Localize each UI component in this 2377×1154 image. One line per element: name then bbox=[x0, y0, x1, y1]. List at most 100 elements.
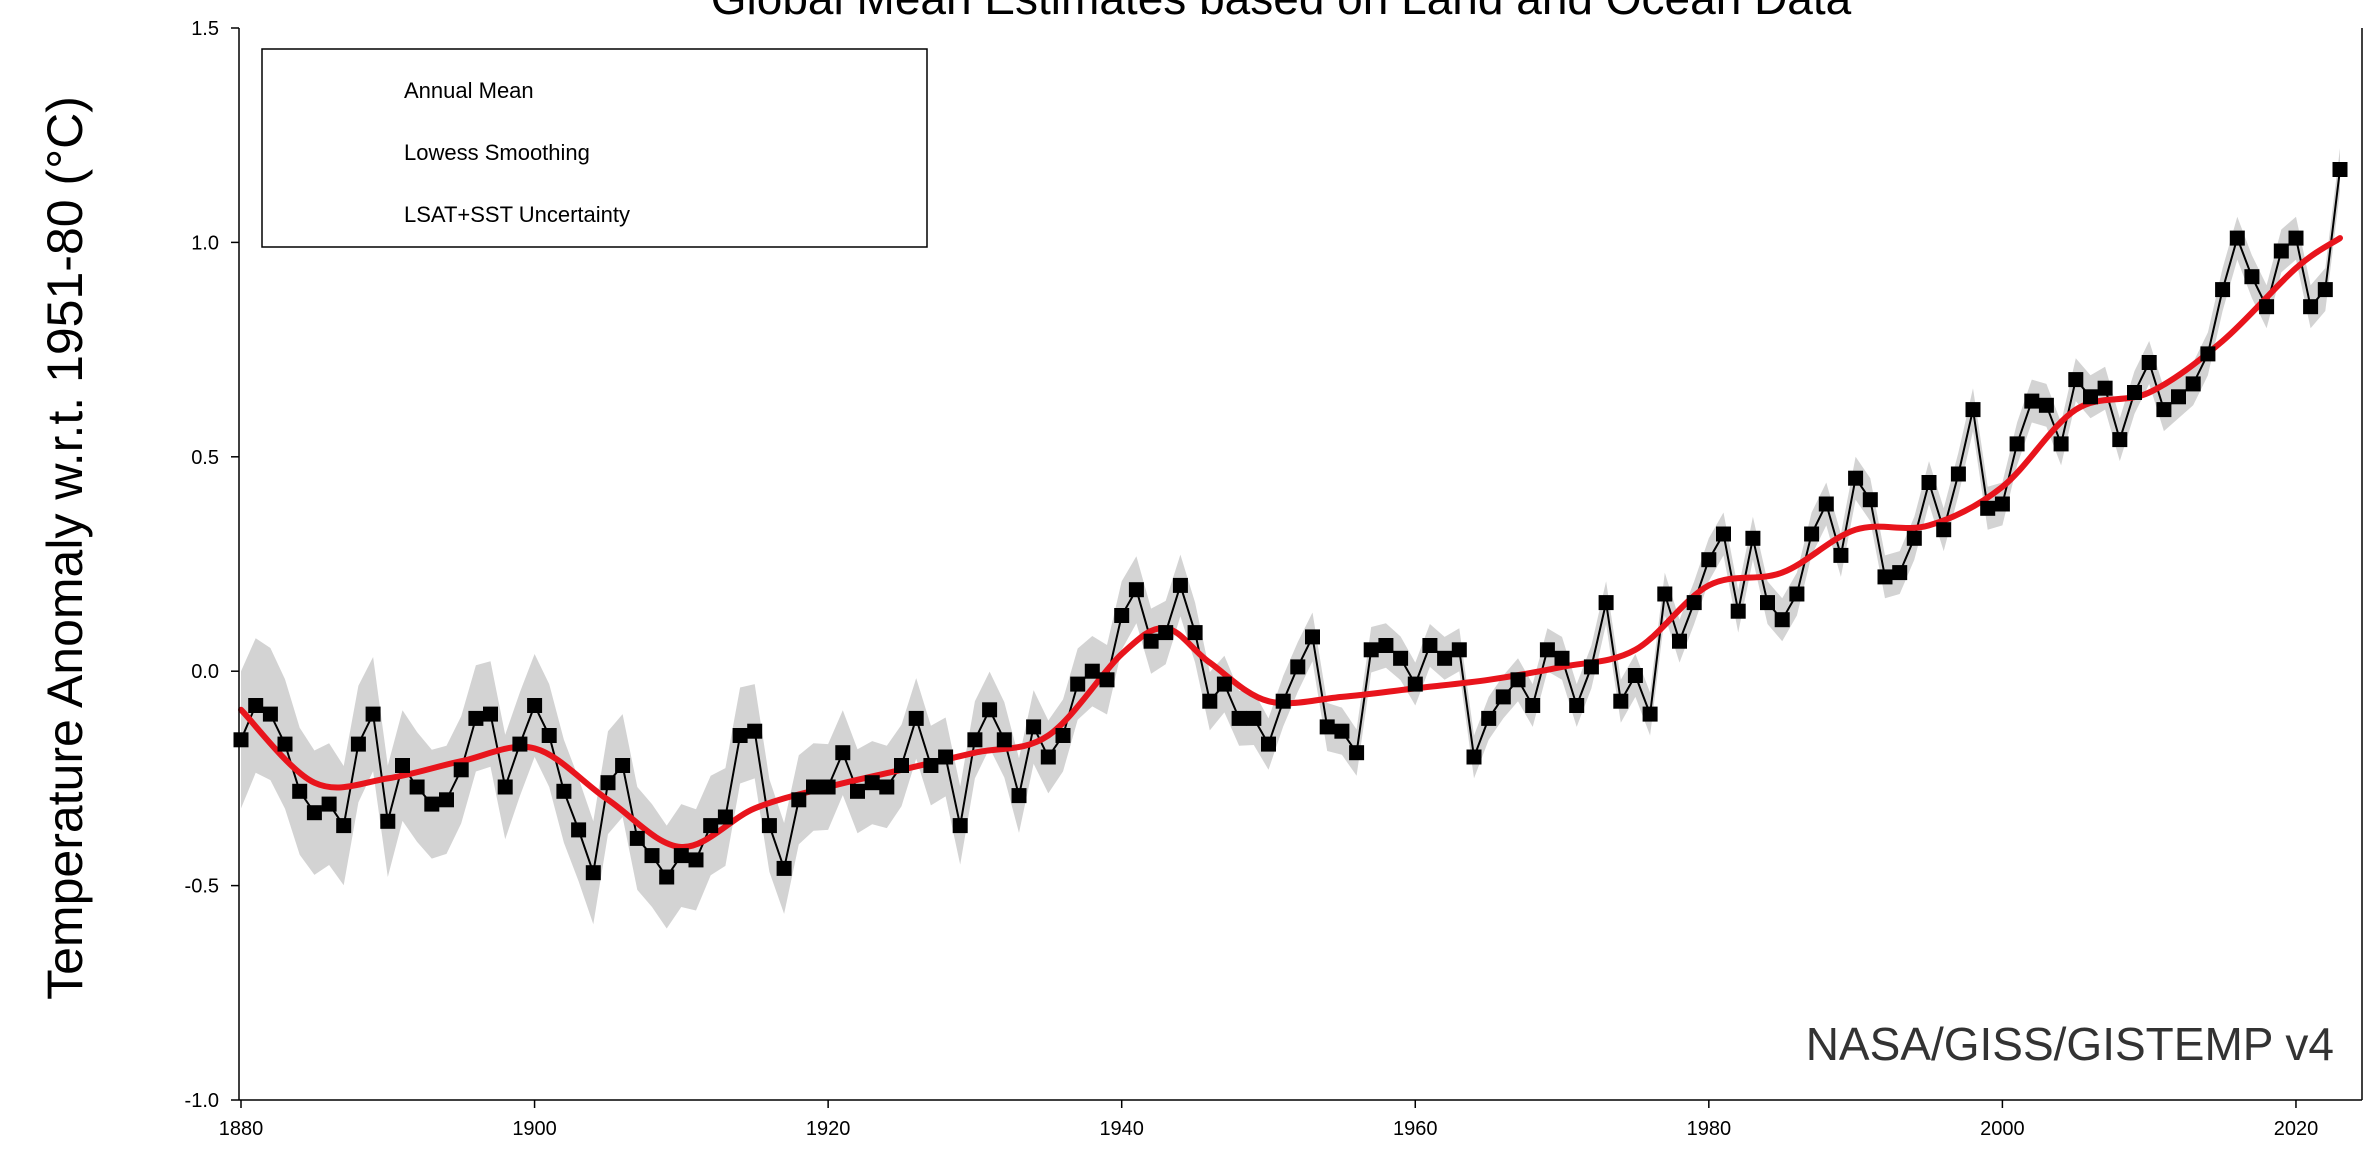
annual-mean-point bbox=[395, 758, 410, 773]
annual-mean-point bbox=[2053, 436, 2069, 452]
annual-mean-point bbox=[820, 779, 836, 795]
annual-mean-point bbox=[2083, 389, 2098, 405]
source-credit: NASA/GISS/GISTEMP v4 bbox=[1806, 1018, 2334, 1070]
annual-mean-point bbox=[2215, 282, 2231, 298]
annual-mean-point bbox=[1466, 749, 1482, 765]
annual-mean-point bbox=[1950, 466, 1966, 482]
annual-mean-point bbox=[1613, 693, 1629, 709]
annual-mean-point bbox=[1965, 402, 1981, 418]
annual-mean-point bbox=[1627, 668, 1643, 683]
annual-mean-point bbox=[1246, 710, 1262, 726]
y-tick-label: 0.5 bbox=[191, 447, 219, 469]
annual-mean-point bbox=[1393, 650, 1409, 666]
annual-mean-point bbox=[1906, 530, 1922, 546]
annual-mean-point bbox=[424, 796, 440, 812]
annual-mean-point bbox=[1407, 676, 1423, 692]
annual-mean-point bbox=[747, 723, 763, 739]
x-tick-layer: 1880 1900 1920 1940 1960 1980 2000 2020 bbox=[219, 1100, 2318, 1140]
annual-mean-point bbox=[2332, 162, 2348, 177]
annual-mean-point bbox=[1554, 650, 1570, 666]
annual-mean-point bbox=[512, 736, 528, 752]
annual-mean-point bbox=[1892, 565, 1908, 581]
uncertainty-band bbox=[241, 148, 2340, 929]
annual-mean-point bbox=[2317, 282, 2333, 298]
annual-mean-point bbox=[996, 732, 1012, 748]
annual-mean-point bbox=[2288, 230, 2304, 246]
annual-mean-point bbox=[1026, 719, 1042, 735]
annual-mean-point bbox=[1789, 586, 1805, 602]
annual-mean-point bbox=[967, 732, 983, 748]
annual-mean-point bbox=[1099, 672, 1115, 688]
annual-mean-point bbox=[1305, 629, 1320, 645]
annual-mean-point bbox=[2273, 243, 2289, 259]
annual-mean-point bbox=[1921, 475, 1937, 490]
annual-mean-point bbox=[541, 728, 557, 743]
annual-mean-point bbox=[1143, 633, 1159, 649]
annual-mean-point bbox=[615, 758, 631, 773]
annual-mean-point bbox=[1848, 470, 1864, 486]
axes-frame bbox=[238, 28, 2363, 1101]
annual-mean-point bbox=[585, 865, 601, 881]
annual-mean-point bbox=[2259, 299, 2275, 315]
annual-mean-point bbox=[1422, 638, 1438, 653]
x-tick-label: 1940 bbox=[1099, 1118, 1144, 1140]
annual-mean-point bbox=[409, 779, 425, 795]
annual-mean-point bbox=[233, 732, 249, 748]
x-tick-label: 1980 bbox=[1687, 1118, 1732, 1140]
legend-item-uncertainty: LSAT+SST Uncertainty bbox=[404, 202, 630, 227]
y-tick-label: 1.5 bbox=[191, 18, 219, 40]
annual-mean-point bbox=[2009, 436, 2025, 452]
annual-mean-point bbox=[717, 809, 733, 825]
annual-mean-point bbox=[1877, 569, 1893, 585]
annual-mean-point bbox=[439, 792, 454, 808]
x-tick-label: 1880 bbox=[219, 1118, 264, 1140]
annual-mean-point bbox=[2185, 376, 2201, 392]
annual-mean-point bbox=[1290, 659, 1306, 675]
annual-mean-point bbox=[483, 706, 498, 722]
annual-mean-point bbox=[1672, 633, 1687, 649]
legend: Annual Mean Lowess Smoothing LSAT+SST Un… bbox=[261, 48, 928, 248]
annual-mean-point bbox=[806, 779, 821, 795]
annual-mean-point bbox=[776, 860, 792, 876]
y-tick-layer: -1.0 -0.5 0.0 0.5 1.0 1.5 bbox=[185, 18, 239, 1112]
annual-mean-point bbox=[761, 818, 777, 834]
annual-mean-point bbox=[1011, 788, 1027, 804]
annual-mean-point bbox=[1686, 595, 1702, 611]
annual-mean-point bbox=[336, 818, 352, 834]
lowess-smoothing-line bbox=[238, 235, 2343, 850]
x-tick-label: 1920 bbox=[806, 1118, 851, 1140]
annual-mean-point bbox=[894, 758, 909, 773]
annual-mean-point bbox=[1760, 595, 1775, 611]
y-tick-label: 1.0 bbox=[191, 232, 219, 254]
annual-mean-point bbox=[306, 805, 322, 821]
annual-mean-point bbox=[1158, 625, 1174, 641]
annual-mean-point bbox=[1261, 736, 1276, 752]
uncertainty-band-layer bbox=[241, 148, 2340, 929]
annual-mean-point bbox=[2127, 385, 2142, 400]
annual-mean-point bbox=[453, 762, 469, 778]
annual-mean-point bbox=[864, 775, 880, 791]
annual-mean-point bbox=[879, 779, 895, 795]
annual-mean-point bbox=[1774, 612, 1790, 628]
annual-mean-point bbox=[1114, 608, 1130, 623]
annual-mean-point bbox=[2156, 402, 2172, 418]
y-tick-label: -1.0 bbox=[185, 1090, 219, 1112]
annual-mean-point bbox=[2200, 346, 2216, 362]
annual-mean-point bbox=[2024, 393, 2040, 409]
annual-mean-point bbox=[262, 706, 278, 722]
annual-mean-point bbox=[2303, 299, 2319, 315]
annual-mean-point bbox=[923, 758, 939, 773]
annual-mean-point bbox=[952, 818, 968, 834]
annual-mean-point bbox=[1437, 650, 1453, 666]
annual-mean-point bbox=[468, 710, 484, 726]
annual-mean-point bbox=[497, 779, 513, 795]
annual-mean-point bbox=[380, 813, 396, 829]
annual-mean-point bbox=[835, 745, 851, 761]
annual-mean-point bbox=[2229, 230, 2245, 246]
y-axis-label: Temperature Anomaly w.r.t. 1951-80 (°C) bbox=[37, 96, 93, 1000]
annual-mean-point bbox=[1070, 676, 1086, 692]
annual-mean-point bbox=[1583, 659, 1599, 675]
x-tick-label: 1900 bbox=[512, 1118, 557, 1140]
annual-mean-point bbox=[688, 852, 704, 868]
